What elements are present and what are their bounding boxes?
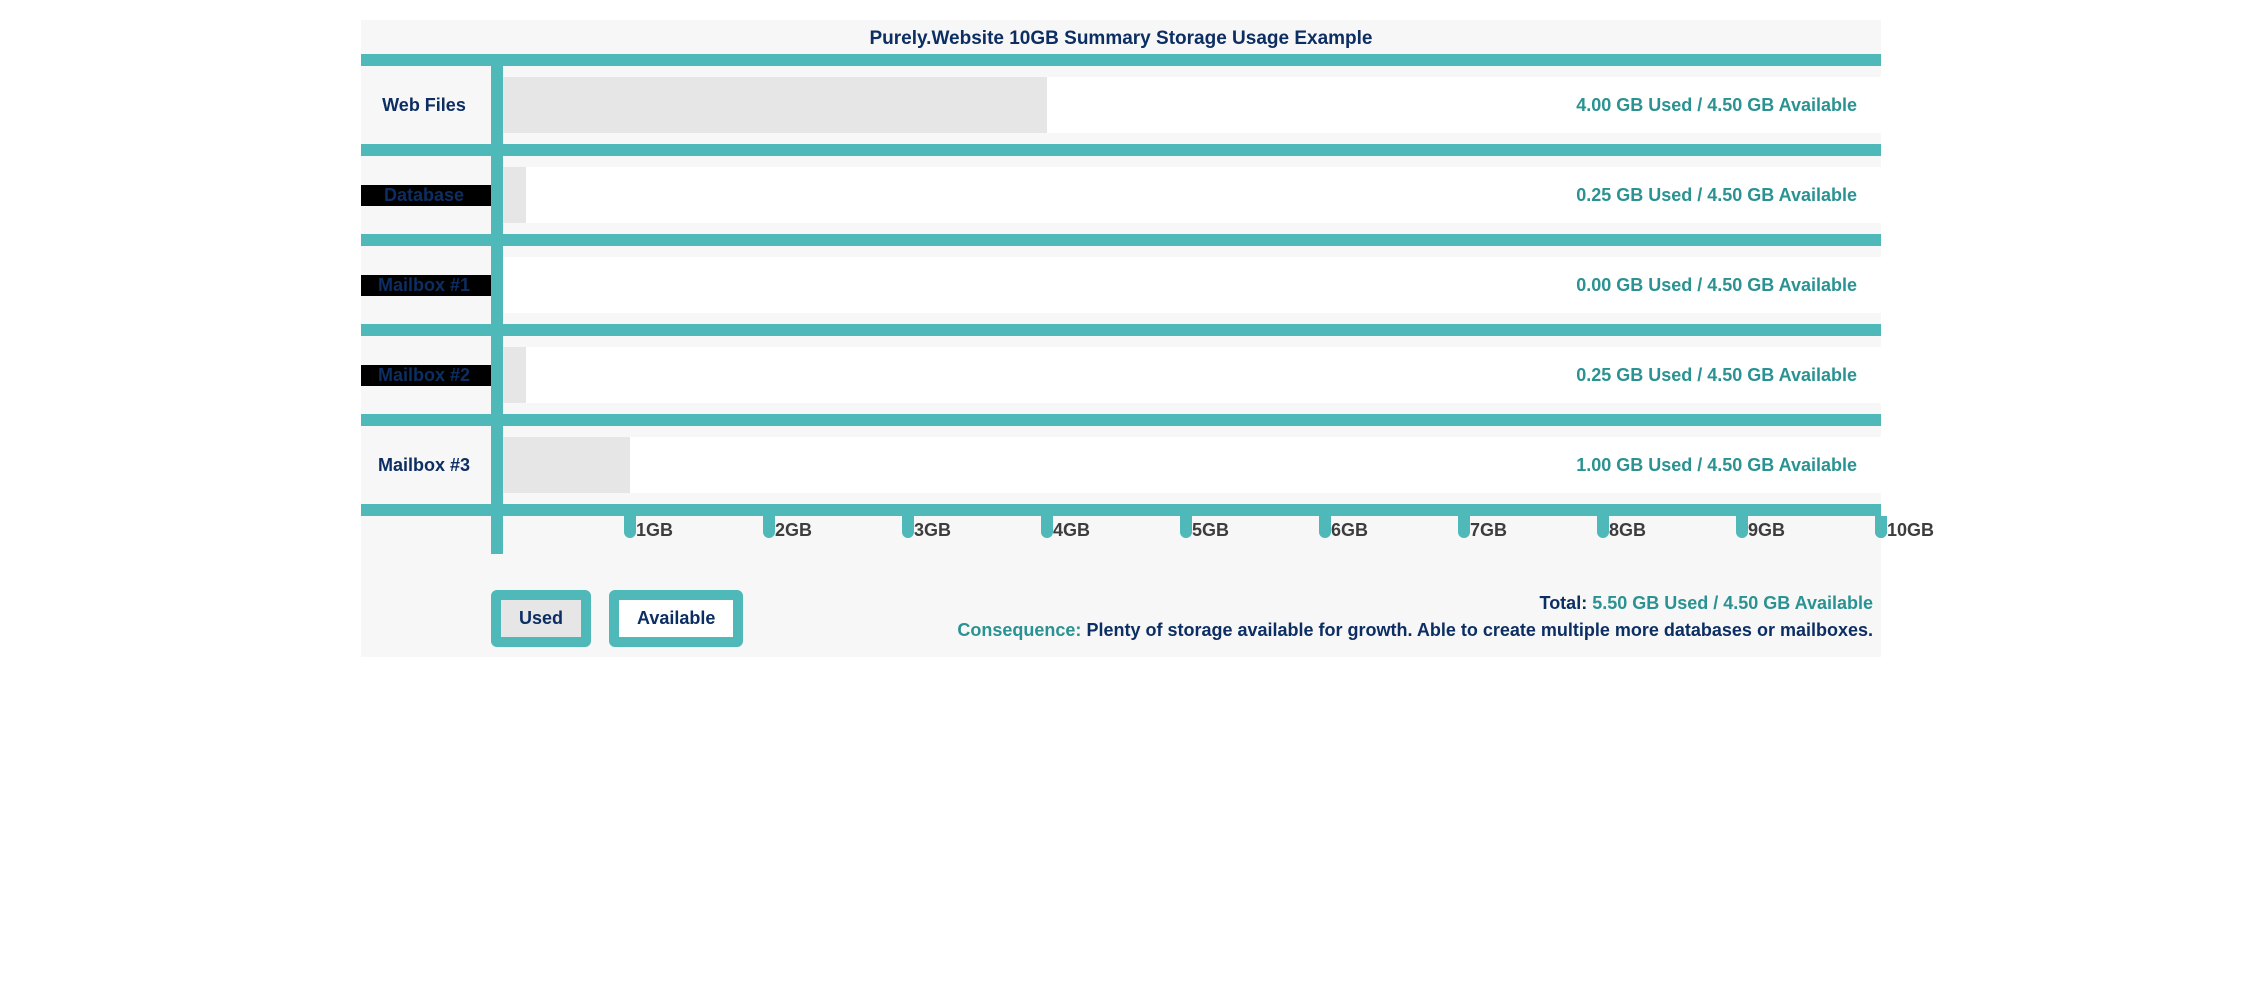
totals-line-2: Consequence: Plenty of storage available… bbox=[761, 617, 1873, 644]
bar-used bbox=[491, 77, 1047, 133]
storage-usage-chart: Purely.Website 10GB Summary Storage Usag… bbox=[361, 20, 1881, 657]
x-axis-tick-label: 8GB bbox=[1609, 520, 1646, 541]
bar-area: 0.25 GB Used / 4.50 GB Available bbox=[491, 156, 1881, 234]
y-axis-line bbox=[491, 54, 503, 554]
bar-available: 0.00 GB Used / 4.50 GB Available bbox=[491, 257, 1881, 313]
bar-available: 0.25 GB Used / 4.50 GB Available bbox=[491, 347, 1881, 403]
row-label: Mailbox #2 bbox=[361, 365, 491, 386]
bar-area: 4.00 GB Used / 4.50 GB Available bbox=[491, 66, 1881, 144]
legend-used: Used bbox=[491, 590, 591, 647]
bar-available: 1.00 GB Used / 4.50 GB Available bbox=[491, 437, 1881, 493]
row-label: Mailbox #3 bbox=[361, 455, 491, 476]
x-axis-tick bbox=[1458, 516, 1470, 538]
row-label: Web Files bbox=[361, 95, 491, 116]
total-value: 5.50 GB Used / 4.50 GB Available bbox=[1592, 593, 1873, 613]
storage-row: Mailbox #31.00 GB Used / 4.50 GB Availab… bbox=[361, 414, 1881, 504]
x-axis-tick bbox=[1875, 516, 1887, 538]
x-axis-tick-label: 1GB bbox=[636, 520, 673, 541]
storage-row: Mailbox #20.25 GB Used / 4.50 GB Availab… bbox=[361, 324, 1881, 414]
bar-available: 0.25 GB Used / 4.50 GB Available bbox=[491, 167, 1881, 223]
chart-title: Purely.Website 10GB Summary Storage Usag… bbox=[361, 20, 1881, 54]
storage-row: Web Files4.00 GB Used / 4.50 GB Availabl… bbox=[361, 54, 1881, 144]
totals-line-1: Total: 5.50 GB Used / 4.50 GB Available bbox=[761, 590, 1873, 617]
x-axis: 1GB2GB3GB4GB5GB6GB7GB8GB9GB10GB bbox=[491, 516, 1881, 566]
row-label: Database bbox=[361, 185, 491, 206]
rows-bottom-border bbox=[361, 504, 1881, 516]
bar-area: 0.25 GB Used / 4.50 GB Available bbox=[491, 336, 1881, 414]
consequence-text: Plenty of storage available for growth. … bbox=[1086, 620, 1873, 640]
totals-block: Total: 5.50 GB Used / 4.50 GB Available … bbox=[761, 590, 1881, 644]
total-label: Total: bbox=[1540, 593, 1588, 613]
x-axis-tick-label: 6GB bbox=[1331, 520, 1368, 541]
x-axis-tick-label: 4GB bbox=[1053, 520, 1090, 541]
consequence-label: Consequence: bbox=[957, 620, 1081, 640]
x-axis-tick bbox=[1597, 516, 1609, 538]
storage-row: Mailbox #10.00 GB Used / 4.50 GB Availab… bbox=[361, 234, 1881, 324]
x-axis-tick bbox=[763, 516, 775, 538]
x-axis-tick-label: 9GB bbox=[1748, 520, 1785, 541]
legend-available: Available bbox=[609, 590, 743, 647]
x-axis-tick bbox=[1319, 516, 1331, 538]
x-axis-tick bbox=[624, 516, 636, 538]
x-axis-tick bbox=[1736, 516, 1748, 538]
row-label: Mailbox #1 bbox=[361, 275, 491, 296]
x-axis-tick-label: 7GB bbox=[1470, 520, 1507, 541]
bar-area: 0.00 GB Used / 4.50 GB Available bbox=[491, 246, 1881, 324]
x-axis-tick-label: 10GB bbox=[1887, 520, 1934, 541]
x-axis-tick bbox=[1041, 516, 1053, 538]
chart-rows: Web Files4.00 GB Used / 4.50 GB Availabl… bbox=[361, 54, 1881, 504]
storage-row: Database0.25 GB Used / 4.50 GB Available bbox=[361, 144, 1881, 234]
bar-area: 1.00 GB Used / 4.50 GB Available bbox=[491, 426, 1881, 504]
x-axis-tick-label: 5GB bbox=[1192, 520, 1229, 541]
x-axis-tick-label: 2GB bbox=[775, 520, 812, 541]
bar-used bbox=[491, 437, 630, 493]
chart-footer: Used Available Total: 5.50 GB Used / 4.5… bbox=[361, 566, 1881, 657]
x-axis-tick-label: 3GB bbox=[914, 520, 951, 541]
x-axis-tick bbox=[1180, 516, 1192, 538]
x-axis-tick bbox=[902, 516, 914, 538]
